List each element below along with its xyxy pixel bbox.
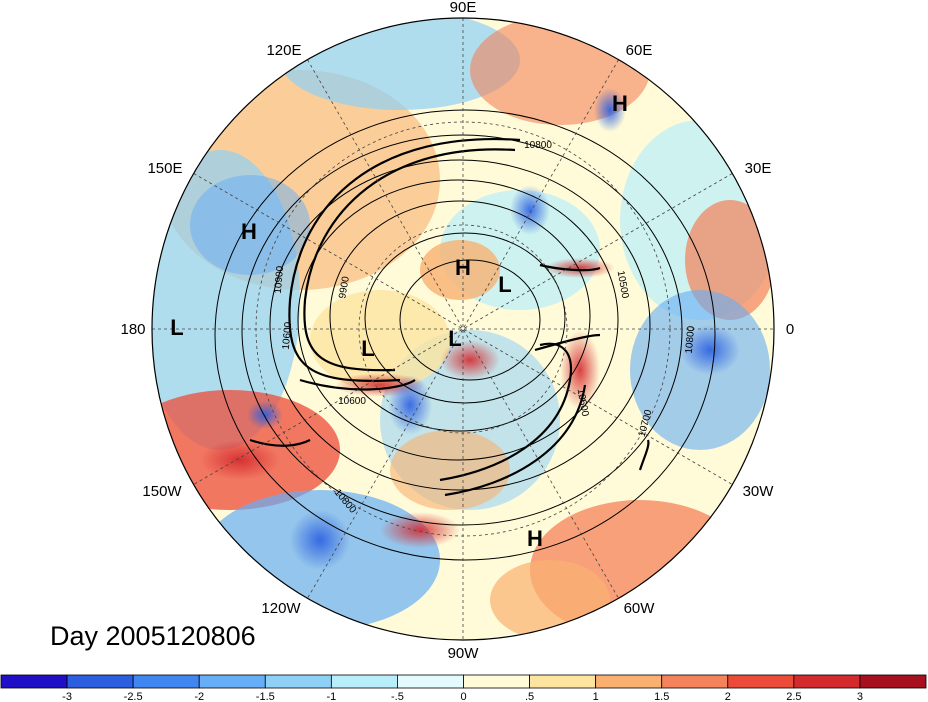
colorbar-tick-label: -3 <box>62 691 72 702</box>
colorbar-tick-label: 2.5 <box>786 691 801 702</box>
colorbar-swatch <box>330 674 398 689</box>
contour-label: 10600 <box>575 388 591 418</box>
colorbar-tick-label: 1.5 <box>654 691 669 702</box>
colorbar-swatch <box>132 674 200 689</box>
colorbar-swatch <box>661 674 729 689</box>
pressure-center-label: L <box>498 272 511 297</box>
colorbar-swatch <box>397 674 464 689</box>
colorbar-swatch <box>727 674 795 689</box>
lon-label: 180 <box>120 321 145 338</box>
pressure-center-label: L <box>170 315 183 340</box>
contour-label: 10600 <box>338 396 366 407</box>
pressure-center-label: H <box>241 219 257 244</box>
colorbar-swatch <box>264 674 332 689</box>
pressure-center-label: H <box>527 526 543 551</box>
colorbar-swatch <box>529 674 597 689</box>
pressure-center-label: H <box>612 91 628 116</box>
contour-label: 10600 <box>281 321 294 350</box>
pressure-center-label: L <box>361 336 374 361</box>
colorbar-tick-label: -2.5 <box>124 691 143 702</box>
longitude-labels: 90E 60E 30E 0 30W 60W 90W 120W 150W 180 … <box>120 0 794 662</box>
pressure-center-label: H <box>455 255 471 280</box>
lon-label: 120W <box>261 600 301 617</box>
lon-label: 30W <box>743 483 775 500</box>
colorbar: -3 -2.5 -2 -1.5 -1 -.5 0 .5 1 1.5 2 2.5 3 <box>0 674 927 702</box>
pressure-center-label: L <box>448 326 461 351</box>
lon-label: 90W <box>448 645 480 662</box>
colorbar-swatch <box>463 674 530 689</box>
lon-label: 0 <box>786 321 794 338</box>
lon-label: 150E <box>147 160 182 177</box>
graticule <box>152 18 774 640</box>
colorbar-tick-label: -2 <box>194 691 204 702</box>
pressure-centers: H H H L L L L H <box>170 91 628 551</box>
lon-label: 150W <box>142 483 182 500</box>
colorbar-swatch <box>0 674 68 689</box>
contour-labels: 10800 10500 10900 9900 10600 10600 10700… <box>273 140 697 516</box>
map-frame <box>151 17 775 641</box>
colorbar-tick-label: -1.5 <box>256 691 275 702</box>
contour-label: 10900 <box>273 265 286 294</box>
contour-label: 9900 <box>337 275 352 299</box>
lon-label: 60W <box>624 600 656 617</box>
colorbar-tick-label: .5 <box>525 691 534 702</box>
colorbar-tick-label: -.5 <box>391 691 404 702</box>
lon-label: 120E <box>266 42 301 59</box>
colorbar-tick-label: 3 <box>857 691 863 702</box>
colorbar-swatch <box>859 674 927 689</box>
lon-label: 90E <box>450 0 477 16</box>
colorbar-swatch <box>66 674 134 689</box>
contour-label: 10500 <box>615 270 631 300</box>
colorbar-tick-label: 2 <box>725 691 731 702</box>
colorbar-tick-label: -1 <box>326 691 336 702</box>
colorbar-tick-label: 0 <box>460 691 466 702</box>
colorbar-swatch <box>198 674 266 689</box>
contour-label: 10800 <box>684 325 697 354</box>
lon-label: 30E <box>745 160 772 177</box>
day-title: Day 2005120806 <box>50 621 256 651</box>
lon-label: 60E <box>626 42 653 59</box>
colorbar-swatch <box>793 674 861 689</box>
height-contours <box>214 109 716 561</box>
colorbar-tick-label: 1 <box>593 691 599 702</box>
contour-label: 10800 <box>524 140 552 151</box>
colorbar-swatch <box>595 674 663 689</box>
